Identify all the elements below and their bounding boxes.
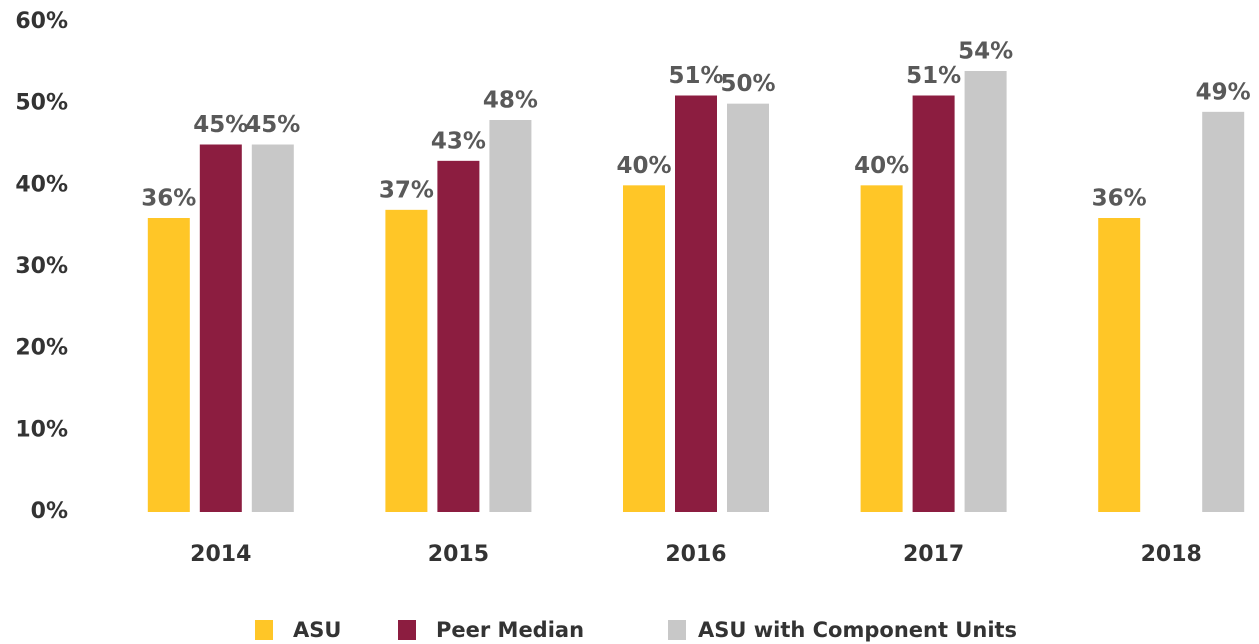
y-tick-label: 60% bbox=[15, 9, 68, 34]
bar bbox=[437, 160, 480, 513]
data-label: 48% bbox=[483, 88, 538, 114]
bar bbox=[675, 95, 717, 512]
legend-swatch bbox=[668, 620, 686, 640]
bar bbox=[623, 185, 665, 513]
data-label: 40% bbox=[854, 153, 909, 179]
x-tick-label: 2016 bbox=[665, 542, 726, 567]
bar bbox=[1202, 111, 1245, 512]
data-label: 50% bbox=[720, 71, 775, 97]
legend-swatch bbox=[398, 620, 416, 640]
data-label: 45% bbox=[193, 112, 248, 138]
data-label: 36% bbox=[1092, 186, 1147, 212]
data-label: 43% bbox=[431, 128, 486, 154]
y-tick-label: 0% bbox=[31, 499, 68, 524]
data-label: 54% bbox=[958, 39, 1013, 65]
x-tick-label: 2017 bbox=[903, 542, 964, 567]
bar bbox=[489, 120, 532, 512]
data-label: 40% bbox=[616, 153, 671, 179]
legend-swatch bbox=[255, 620, 273, 640]
data-label: 49% bbox=[1196, 79, 1251, 105]
data-label: 51% bbox=[668, 63, 723, 89]
bar bbox=[147, 218, 190, 512]
x-tick-label: 2018 bbox=[1141, 542, 1202, 567]
bar bbox=[912, 95, 955, 512]
bar bbox=[1098, 218, 1141, 512]
bar bbox=[385, 209, 428, 513]
y-tick-label: 30% bbox=[15, 254, 68, 279]
bar bbox=[860, 185, 903, 513]
data-label: 51% bbox=[906, 63, 961, 89]
y-tick-label: 10% bbox=[15, 417, 68, 442]
y-tick-label: 20% bbox=[15, 336, 68, 361]
y-tick-label: 40% bbox=[15, 172, 68, 197]
data-label: 37% bbox=[379, 177, 434, 203]
legend-label: ASU bbox=[293, 618, 341, 642]
y-tick-label: 50% bbox=[15, 91, 68, 116]
data-label: 36% bbox=[141, 186, 196, 212]
x-tick-label: 2014 bbox=[190, 542, 251, 567]
x-tick-label: 2015 bbox=[428, 542, 489, 567]
data-label: 45% bbox=[245, 112, 300, 138]
bar bbox=[199, 144, 242, 512]
legend-label: ASU with Component Units bbox=[698, 618, 1017, 642]
bar bbox=[964, 71, 1007, 512]
legend-label: Peer Median bbox=[436, 618, 584, 642]
bar bbox=[727, 103, 769, 513]
bar bbox=[251, 144, 294, 512]
